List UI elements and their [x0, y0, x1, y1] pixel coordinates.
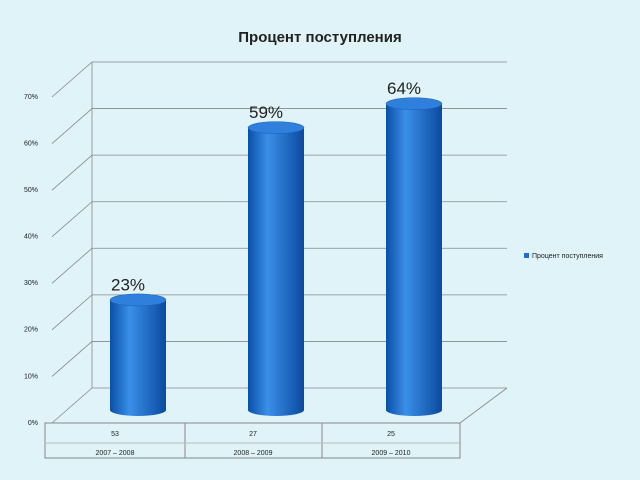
chart-title: Процент поступления: [238, 29, 401, 46]
bar-top: [385, 97, 443, 110]
x-tick-label: 2009 – 2010: [372, 450, 411, 457]
legend-label: Процент поступления: [532, 253, 603, 260]
bar: [248, 127, 304, 417]
data-label: 64%: [387, 79, 421, 98]
bar: [386, 103, 442, 416]
y-tick-label: 70%: [24, 94, 38, 101]
bar: [110, 299, 166, 416]
y-tick-label: 40%: [24, 234, 38, 241]
legend-swatch: [524, 253, 529, 258]
table-cell: 25: [387, 431, 395, 438]
y-tick-label: 10%: [24, 373, 38, 380]
grid-line: [51, 61, 507, 98]
x-tick-label: 2007 – 2008: [96, 450, 135, 457]
bar-top: [247, 121, 305, 134]
floor-edge: [459, 387, 508, 424]
bar-top: [109, 293, 167, 307]
data-label: 23%: [111, 275, 145, 294]
y-tick-label: 50%: [24, 187, 38, 194]
y-tick-label: 20%: [24, 327, 38, 334]
y-tick-label: 60%: [24, 140, 38, 147]
table-cell: 53: [111, 431, 119, 438]
y-tick-label: 30%: [24, 280, 38, 287]
y-tick-label: 0%: [28, 420, 38, 427]
table-cell: 27: [249, 431, 257, 438]
x-tick-label: 2008 – 2009: [234, 450, 273, 457]
data-label: 59%: [249, 103, 283, 122]
